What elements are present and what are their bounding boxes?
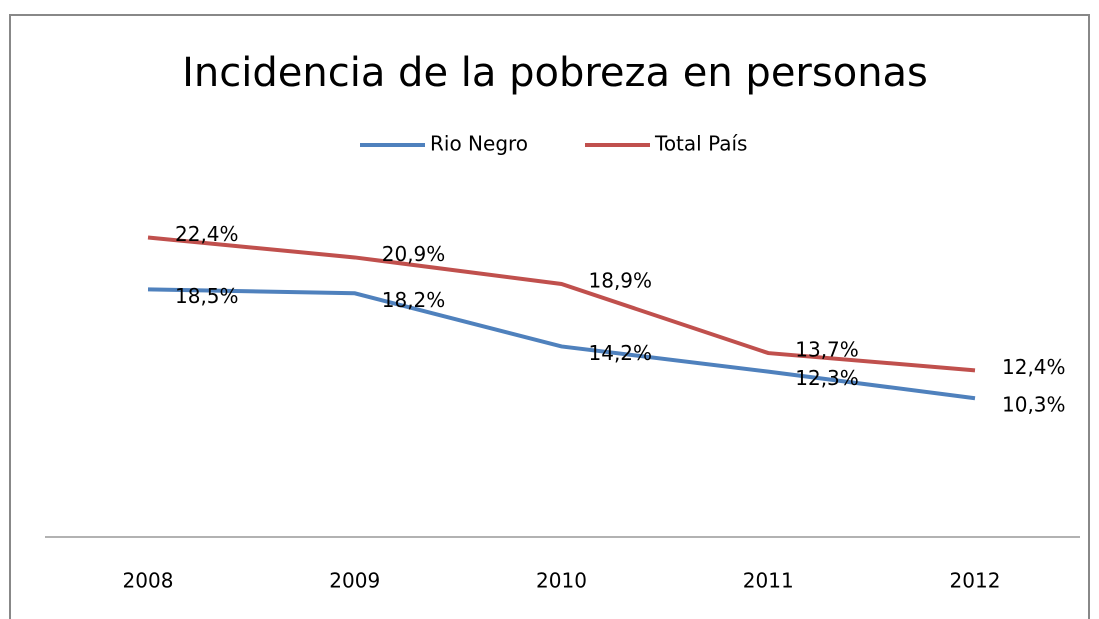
x-tick-label: 2009 bbox=[329, 569, 380, 593]
x-tick-label: 2008 bbox=[123, 569, 174, 593]
data-label: 12,3% bbox=[795, 366, 859, 390]
data-label: 22,4% bbox=[175, 222, 239, 246]
series-line bbox=[147, 287, 976, 401]
chart-frame bbox=[9, 14, 1090, 619]
data-label: 18,5% bbox=[175, 284, 239, 308]
x-tick-label: 2010 bbox=[536, 569, 587, 593]
data-label: 10,3% bbox=[1002, 393, 1066, 417]
legend-label: Rio Negro bbox=[430, 132, 528, 156]
x-tick-label: 2011 bbox=[743, 569, 794, 593]
data-label: 12,4% bbox=[1002, 355, 1066, 379]
data-label: 14,2% bbox=[589, 341, 653, 365]
data-label: 13,7% bbox=[795, 338, 859, 362]
x-tick-label: 2012 bbox=[950, 569, 1001, 593]
data-label: 20,9% bbox=[382, 242, 446, 266]
legend-label: Total País bbox=[654, 132, 747, 156]
data-label: 18,2% bbox=[382, 288, 446, 312]
chart-title: Incidencia de la pobreza en personas bbox=[182, 50, 928, 96]
data-label: 18,9% bbox=[589, 269, 653, 293]
series-line bbox=[147, 235, 976, 373]
